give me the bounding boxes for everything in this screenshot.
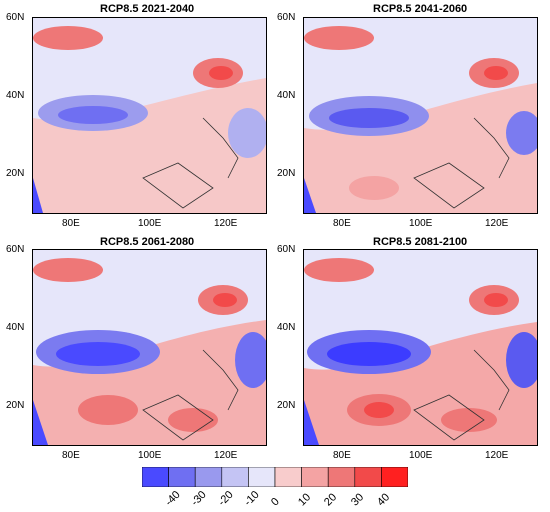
colorbar-label: 30 [348,491,366,509]
lat-tick: 40N [277,322,296,333]
colorbar-label: 10 [295,491,313,509]
lon-tick: 80E [62,450,80,461]
colorbar-label: 40 [375,491,393,509]
map-2081-2100 [303,249,538,446]
lon-tick: 80E [333,218,351,229]
lat-tick: 60N [277,244,296,255]
panel-title: RCP8.5 2041-2060 [373,3,468,15]
lon-tick: 120E [485,450,509,461]
map-field [33,250,266,445]
colorbar [141,466,409,492]
lat-tick: 60N [6,244,25,255]
colorbar-swatch [221,466,249,488]
lon-tick: 100E [409,450,433,461]
lat-tick: 20N [277,168,296,179]
panel-title: RCP8.5 2061-2080 [100,236,195,248]
panel-title: RCP8.5 2021-2040 [100,3,195,15]
colorbar-swatch [168,466,196,488]
map-field [304,18,537,213]
lon-tick: 80E [62,218,80,229]
colorbar-swatch [274,466,302,488]
lon-tick: 120E [214,450,238,461]
lat-tick: 60N [6,12,25,23]
lon-tick: 120E [214,218,238,229]
map-2061-2080 [32,249,267,446]
map-2041-2060 [303,17,538,214]
lon-tick: 100E [138,218,162,229]
lat-tick: 20N [6,168,25,179]
lat-tick: 40N [6,322,25,333]
lat-tick: 60N [277,12,296,23]
colorbar-swatch [381,466,409,488]
lat-tick: 20N [6,400,25,411]
colorbar-swatches [141,466,409,488]
lon-tick: 100E [409,218,433,229]
colorbar-swatch [194,466,223,488]
lat-tick: 20N [277,400,296,411]
lat-tick: 40N [6,90,25,101]
map-field [33,18,266,213]
map-2021-2040 [32,17,267,214]
colorbar-swatch [354,466,382,488]
lon-tick: 120E [485,218,509,229]
map-field [304,250,537,445]
panel-title: RCP8.5 2081-2100 [373,236,468,248]
lon-tick: 80E [333,450,351,461]
colorbar-swatch [301,466,329,488]
lon-tick: 100E [138,450,162,461]
colorbar-swatch [327,466,356,488]
colorbar-label: 0 [269,495,282,509]
lat-tick: 40N [277,90,296,101]
colorbar-swatch [248,466,276,488]
colorbar-swatch [141,466,169,488]
colorbar-label: 20 [322,491,340,509]
